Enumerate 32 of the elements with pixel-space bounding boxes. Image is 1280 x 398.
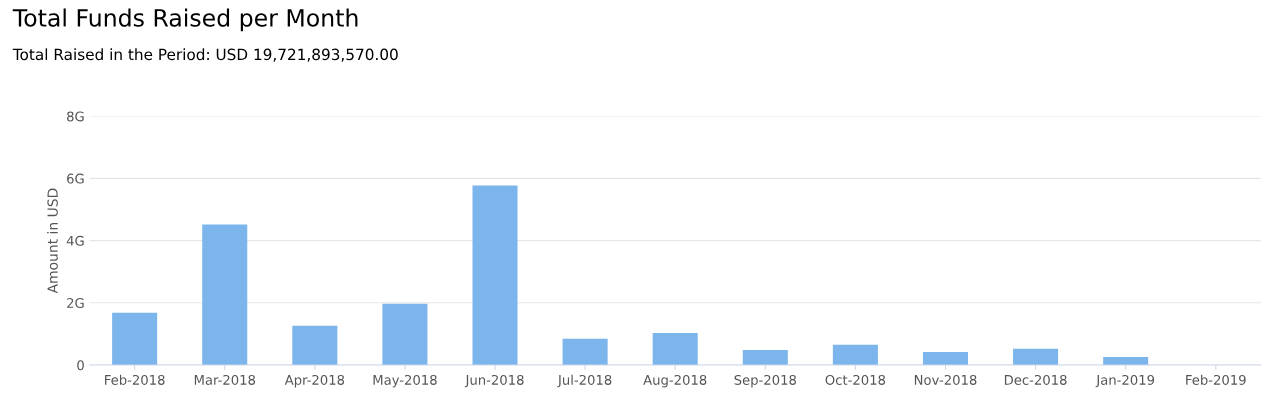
x-tick-label: Mar-2018 [194, 374, 256, 385]
bar [832, 344, 878, 365]
bar [202, 224, 248, 365]
x-tick-label: Sep-2018 [734, 374, 796, 388]
y-tick-label: 8G [67, 111, 84, 122]
y-tick-label: 0 [77, 360, 84, 371]
x-tick-label: Feb-2019 [1186, 374, 1246, 385]
x-tick-label: Oct-2018 [825, 374, 886, 385]
x-tick-label: May-2018 [373, 374, 437, 388]
y-axis-title: Amount in USD [47, 188, 58, 294]
y-tick-label: 6G [67, 173, 84, 184]
x-tick-label: Feb-2018 [105, 374, 165, 385]
x-tick-label: Apr-2018 [284, 374, 345, 388]
x-tick-label: Nov-2018 [914, 374, 977, 385]
x-tick-label: Jul-2018 [557, 374, 612, 388]
bar [742, 350, 788, 365]
bar [652, 332, 698, 365]
bar [292, 325, 338, 365]
bar [112, 312, 158, 365]
y-tick-label: 2G [67, 298, 84, 308]
chart-title: Total Funds Raised per Month [12, 8, 358, 32]
x-tick-label: Jan-2019 [1095, 374, 1155, 388]
bar [1013, 348, 1059, 365]
x-tick-label: Aug-2018 [643, 374, 707, 388]
x-tick-label: Dec-2018 [1004, 374, 1067, 385]
bar [472, 185, 518, 365]
bar [922, 351, 968, 365]
chart-subtitle: Total Raised in the Period: USD 19,721,893,570.00 [12, 48, 398, 62]
bar [382, 303, 428, 365]
bar [562, 338, 608, 365]
y-tick-label: 4G [66, 235, 84, 246]
x-tick-label: Jun-2018 [464, 374, 524, 388]
